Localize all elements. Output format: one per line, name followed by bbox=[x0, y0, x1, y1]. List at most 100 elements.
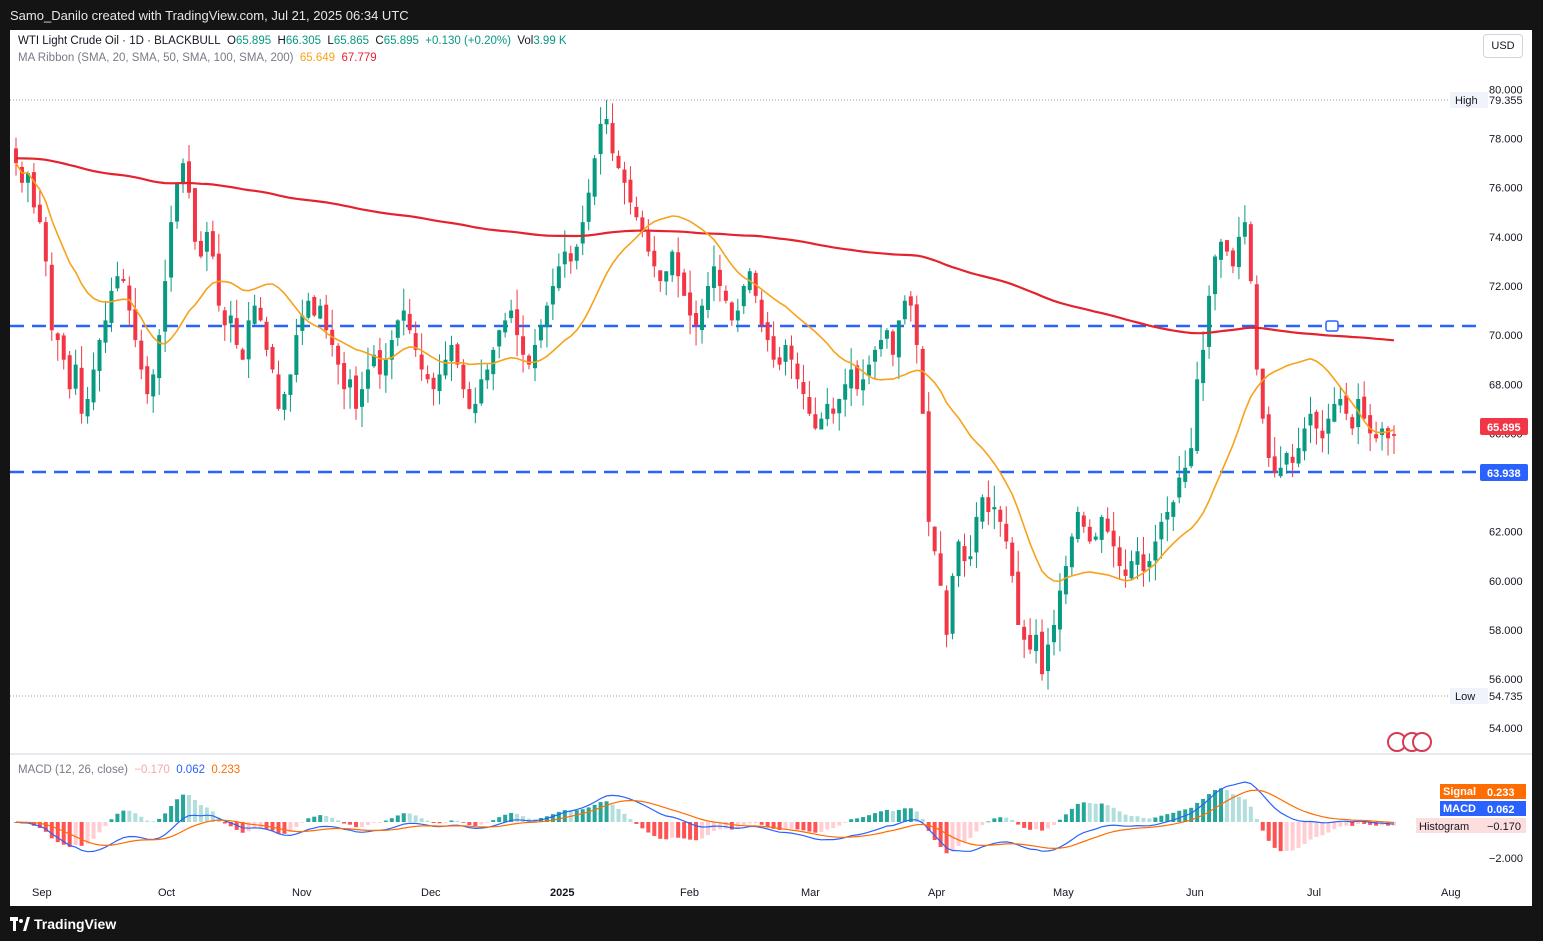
candle-body bbox=[377, 350, 382, 375]
candle-body bbox=[449, 344, 454, 362]
candle-body bbox=[938, 553, 943, 586]
candle-body bbox=[342, 363, 347, 390]
us-flag-icon bbox=[1412, 732, 1432, 752]
macd-histogram-bar bbox=[1117, 811, 1122, 822]
last-price-value: 65.895 bbox=[1487, 422, 1521, 434]
candle-body bbox=[1010, 542, 1015, 576]
macd-histogram-bar bbox=[1105, 805, 1110, 822]
macd-histogram-bar bbox=[1040, 822, 1045, 831]
candle-body bbox=[1004, 523, 1009, 542]
currency-button[interactable]: USD bbox=[1483, 34, 1523, 58]
macd-histogram-bar bbox=[1165, 814, 1170, 822]
candle-body bbox=[1386, 428, 1391, 439]
time-tick-label: Mar bbox=[801, 887, 820, 899]
macd-label[interactable]: MACD (12, 26, close) bbox=[18, 764, 128, 776]
candle-body bbox=[1219, 241, 1224, 260]
candle-body bbox=[1338, 399, 1343, 406]
ma-label[interactable]: MA Ribbon (SMA, 20, SMA, 50, SMA, 100, S… bbox=[18, 52, 294, 64]
candle-body bbox=[890, 331, 895, 355]
candle-body bbox=[676, 252, 681, 277]
macd-histogram-bar bbox=[1004, 817, 1009, 822]
candle-body bbox=[622, 169, 627, 183]
macd-histogram-bar bbox=[1236, 796, 1241, 822]
macd-histogram-bar bbox=[896, 809, 901, 822]
candle-body bbox=[1230, 250, 1235, 267]
candle-body bbox=[276, 374, 281, 409]
candle-body bbox=[1236, 236, 1241, 268]
candle-body bbox=[568, 253, 573, 262]
change-value: +0.130 (+0.20%) bbox=[425, 35, 511, 47]
candle-body bbox=[789, 345, 794, 360]
macd-histogram-bar bbox=[1010, 820, 1015, 822]
candle-body bbox=[1177, 477, 1182, 498]
macd-histogram-bar bbox=[664, 822, 669, 840]
candle-body bbox=[735, 310, 740, 321]
candle-body bbox=[443, 359, 448, 376]
candle-body bbox=[258, 307, 263, 321]
candle-body bbox=[1296, 448, 1301, 464]
candle-body bbox=[598, 123, 603, 155]
candle-body bbox=[723, 290, 728, 301]
macd-histogram-bar bbox=[855, 818, 860, 822]
ma200-line bbox=[15, 157, 1395, 342]
candle-body bbox=[419, 354, 424, 370]
macd-histogram-bar bbox=[1326, 822, 1331, 833]
macd-histogram-bar bbox=[103, 822, 108, 826]
macd-histogram-bar bbox=[1207, 794, 1212, 822]
macd-histogram-bar bbox=[1189, 807, 1194, 822]
candle-body bbox=[1111, 530, 1116, 547]
ma-legend: MA Ribbon (SMA, 20, SMA, 50, SMA, 100, S… bbox=[18, 52, 377, 64]
macd-histogram-bar bbox=[753, 822, 758, 824]
tradingview-logo[interactable]: TradingView bbox=[10, 916, 116, 932]
candle-body bbox=[974, 516, 979, 553]
macd-histogram-bar bbox=[145, 820, 150, 822]
candle-body bbox=[795, 363, 800, 380]
macd-histogram-bar bbox=[544, 816, 549, 822]
macd-histogram-bar bbox=[962, 822, 967, 843]
flag-icons bbox=[1387, 732, 1432, 752]
macd-histogram-bar bbox=[521, 816, 526, 822]
macd-histogram-bar bbox=[861, 817, 866, 822]
macd-histogram-bar bbox=[1296, 822, 1301, 849]
candle-body bbox=[210, 231, 215, 257]
support-value: 63.938 bbox=[1487, 468, 1521, 480]
macd-histogram-bar bbox=[443, 822, 448, 823]
macd-histogram-bar bbox=[186, 795, 191, 822]
macd-histogram-bar bbox=[1028, 822, 1033, 830]
candle-body bbox=[950, 575, 955, 634]
macd-histogram-bar bbox=[139, 816, 144, 822]
candle-body bbox=[294, 335, 299, 375]
macd-histogram-bar bbox=[1153, 817, 1158, 822]
macd-histogram-bar bbox=[1093, 803, 1098, 822]
price-chart[interactable]: 80.000 78.000 76.000 74.000 72.000 70.000 68.0… bbox=[10, 30, 1532, 906]
high-badge-value: 79.355 bbox=[1489, 95, 1523, 107]
candle-body bbox=[467, 389, 472, 409]
header-text: Samo_Danilo created with TradingView.com… bbox=[10, 8, 409, 23]
macd-histogram-bar bbox=[467, 822, 472, 826]
candle-body bbox=[145, 366, 150, 395]
candle-body bbox=[1028, 634, 1033, 650]
candle-body bbox=[479, 379, 484, 404]
macd-histogram-bar bbox=[550, 814, 555, 822]
badges: High 79.355 Low 54.735 65.895 63.938 Sig… bbox=[1416, 92, 1528, 833]
macd-histogram-bar bbox=[401, 813, 406, 822]
macd-histogram-bar bbox=[1338, 822, 1343, 827]
candle-body bbox=[580, 222, 585, 244]
macd-histogram-bar bbox=[586, 807, 591, 822]
candle-body bbox=[25, 173, 30, 183]
candle-body bbox=[592, 158, 597, 197]
chart-header: Samo_Danilo created with TradingView.com… bbox=[0, 0, 1543, 30]
candle-body bbox=[264, 321, 269, 350]
candle-body bbox=[705, 286, 710, 310]
candle-body bbox=[956, 541, 961, 577]
macd-histogram-bar bbox=[163, 813, 168, 822]
tradingview-icon bbox=[10, 917, 30, 931]
chart-frame[interactable]: WTI Light Crude Oil · 1D · BLACKBULL O65… bbox=[10, 30, 1532, 906]
macd-histogram-bar bbox=[1123, 814, 1128, 822]
price-tick-label: 74.000 bbox=[1489, 232, 1523, 244]
candle-body bbox=[407, 313, 412, 331]
symbol-name[interactable]: WTI Light Crude Oil · 1D · BLACKBULL bbox=[18, 35, 221, 47]
macd-histogram-bar bbox=[491, 820, 496, 822]
macd-histogram-bar bbox=[359, 822, 364, 827]
candle-body bbox=[1099, 516, 1104, 540]
